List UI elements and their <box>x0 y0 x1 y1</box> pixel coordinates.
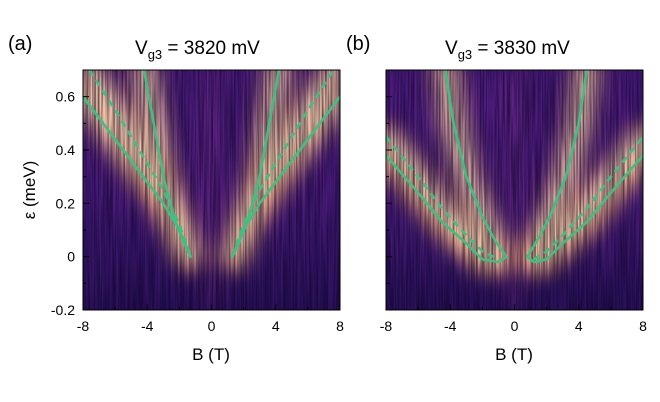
panel-a-title: Vg3 = 3820 mV <box>135 38 260 62</box>
x-tick-label: -4 <box>141 318 154 334</box>
panel-a-ticks: -8 -4 0 4 8 -0.2 0 0.2 0.4 0.6 <box>51 89 344 334</box>
fit-curve-dashed-3 <box>88 70 192 258</box>
y-tick-label: -0.2 <box>51 302 75 318</box>
x-tick-label: -8 <box>77 318 90 334</box>
panel-b-letter: (b) <box>346 33 370 55</box>
x-tick-label: -4 <box>444 318 457 334</box>
y-tick-label: 0.6 <box>56 89 76 105</box>
y-tick-label: 0.4 <box>56 142 76 158</box>
fit-curve-solid-2 <box>444 70 508 258</box>
x-tick-label: 4 <box>272 318 280 334</box>
y-tick-label: 0.2 <box>56 195 76 211</box>
panel-b-xlabel: B (T) <box>495 345 533 364</box>
panel-a-ylabel: ε (meV) <box>20 161 39 220</box>
x-tick-label: 8 <box>639 318 647 334</box>
fit-curve-dashed-6 <box>533 135 643 261</box>
fit-curve-solid-2 <box>142 70 192 258</box>
panel-b-title: Vg3 = 3830 mV <box>445 38 570 62</box>
panel-b-fit-curves <box>386 70 643 264</box>
panel-a-heatmap <box>83 70 340 310</box>
heatmap-streaks <box>386 70 643 310</box>
panel-a-title-rest: = 3820 mV <box>162 38 260 59</box>
fit-curve-solid-1 <box>386 154 508 264</box>
panel-a-fit-curves <box>83 70 340 258</box>
fit-curve-dashed-3 <box>386 135 499 261</box>
x-tick-label: 8 <box>336 318 344 334</box>
panel-a-title-sub: g3 <box>148 47 162 62</box>
panel-a: (a) Vg3 = 3820 mV -8 -4 0 4 8-0.200.20.40.6 … <box>8 33 344 364</box>
y-tick-label: 0 <box>67 249 75 265</box>
x-tick-label: 0 <box>208 318 216 334</box>
panel-a-title-main: V <box>135 38 148 59</box>
heatmap-streaks <box>83 70 340 310</box>
panel-a-xlabel: B (T) <box>192 345 230 364</box>
panel-b: (b) Vg3 = 3830 mV -8 -4 0 4 8 B (T) <box>346 33 647 364</box>
panel-a-letter: (a) <box>8 33 32 55</box>
x-tick-label: 4 <box>575 318 583 334</box>
panel-b-heatmap <box>386 70 643 310</box>
fit-curve-solid-4 <box>526 154 643 264</box>
panel-b-ticks: -8 -4 0 4 8 <box>380 96 647 334</box>
fit-curve-solid-5 <box>526 70 589 258</box>
panel-b-title-main: V <box>445 38 458 59</box>
fit-curve-dashed-6 <box>231 70 335 258</box>
x-tick-label: -8 <box>380 318 393 334</box>
panel-b-title-rest: = 3830 mV <box>472 38 570 59</box>
x-tick-label: 0 <box>511 318 519 334</box>
panel-b-title-sub: g3 <box>458 47 472 62</box>
fit-curve-solid-5 <box>231 70 281 258</box>
